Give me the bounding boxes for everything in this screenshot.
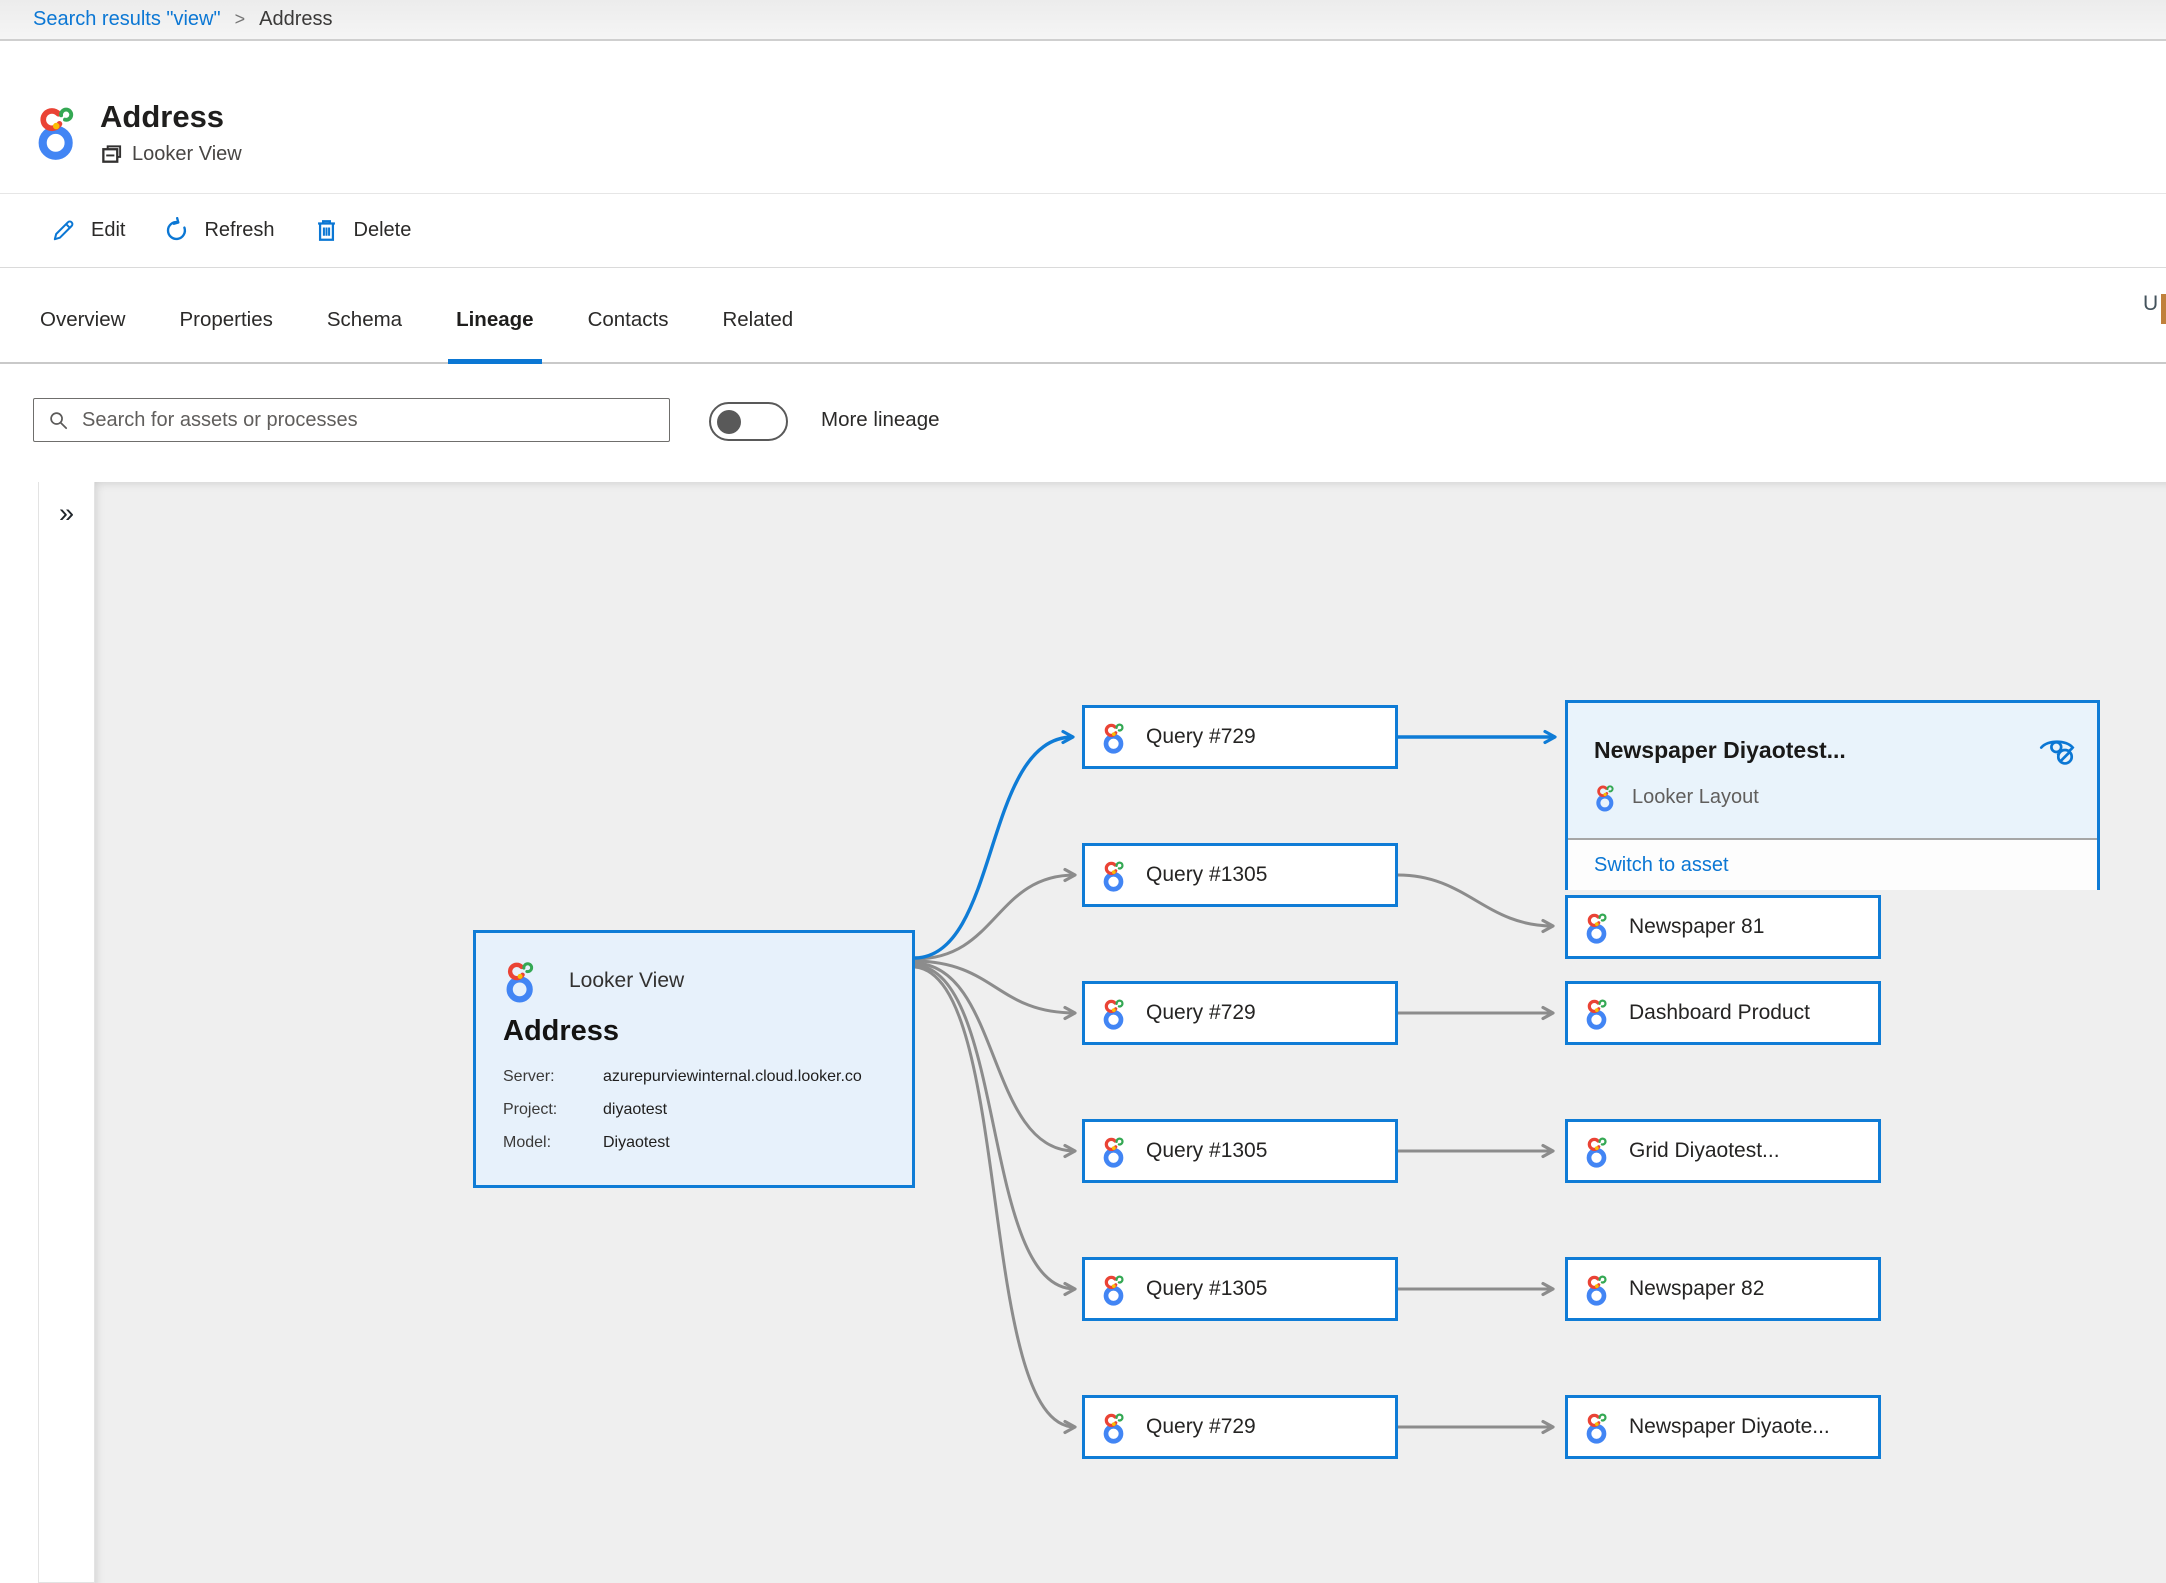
refresh-icon: [163, 217, 190, 244]
node-label: Query #1305: [1146, 863, 1268, 886]
detail-label: Project:: [503, 1101, 558, 1118]
tab-related[interactable]: Related: [722, 308, 794, 331]
detail-value: diyaotest: [603, 1101, 668, 1118]
refresh-button[interactable]: Refresh: [163, 217, 275, 244]
asset-type-label: Looker View: [132, 143, 242, 165]
source-node-type: Looker View: [569, 969, 685, 992]
detail-value: azurepurviewinternal.cloud.looker.co: [603, 1068, 862, 1085]
lineage-node-query-729-1[interactable]: Query #729: [1082, 705, 1398, 769]
looker-icon: [1594, 783, 1620, 812]
command-bar: Edit Refresh Delete: [0, 193, 2166, 268]
node-label: Dashboard Product: [1629, 1001, 1810, 1024]
node-label: Newspaper 81: [1629, 915, 1765, 938]
search-input[interactable]: [82, 408, 669, 432]
lineage-node-query-1305-1[interactable]: Query #1305: [1082, 843, 1398, 907]
looker-icon: [1584, 1411, 1614, 1444]
tab-strip-clipped-text: U: [2143, 292, 2159, 315]
card-header: Newspaper Diyaotest... Looker Layout: [1568, 703, 2097, 838]
lineage-canvas: »: [0, 482, 2166, 1583]
tab-strip: Overview Properties Schema Lineage Conta…: [0, 268, 2166, 364]
more-lineage-toggle[interactable]: [709, 402, 788, 441]
edit-button-label: Edit: [91, 219, 126, 241]
looker-icon: [1101, 859, 1131, 892]
looker-icon: [1101, 997, 1131, 1030]
lineage-node-newspaper-82[interactable]: Newspaper 82: [1565, 1257, 1881, 1321]
looker-icon: [1101, 1273, 1131, 1306]
delete-button[interactable]: Delete: [313, 217, 412, 244]
looker-icon: [1101, 1411, 1131, 1444]
breadcrumb-current: Address: [259, 8, 333, 30]
breadcrumb-search-results-link[interactable]: Search results "view": [33, 8, 221, 30]
looker-icon: [1584, 1273, 1614, 1306]
asset-header: Address Looker View: [0, 43, 2166, 193]
tab-schema[interactable]: Schema: [326, 308, 403, 331]
node-label: Newspaper Diyaote...: [1629, 1415, 1830, 1438]
looker-icon: [1584, 1135, 1614, 1168]
node-label: Query #729: [1146, 725, 1256, 748]
lineage-node-dashboard-product[interactable]: Dashboard Product: [1565, 981, 1881, 1045]
lineage-node-source-address[interactable]: Looker View Address Server: azurepurview…: [473, 930, 915, 1188]
card-title: Newspaper Diyaotest...: [1594, 737, 1846, 763]
lineage-node-query-729-3[interactable]: Query #729: [1082, 1395, 1398, 1459]
lineage-node-grid-diyaotest[interactable]: Grid Diyaotest...: [1565, 1119, 1881, 1183]
tab-strip-clipped-fragment: [2161, 294, 2166, 324]
looker-icon: [1101, 1135, 1131, 1168]
pencil-icon: [50, 217, 77, 244]
eye-off-icon[interactable]: [2037, 729, 2077, 769]
detail-label: Server:: [503, 1068, 555, 1085]
lineage-node-newspaper-diyaote[interactable]: Newspaper Diyaote...: [1565, 1395, 1881, 1459]
looker-icon: [503, 959, 543, 1003]
breadcrumb: Search results "view" > Address: [0, 0, 2166, 41]
node-label: Query #729: [1146, 1001, 1256, 1024]
card-footer: Switch to asset: [1568, 838, 2097, 890]
page-title: Address: [100, 99, 225, 134]
node-label: Grid Diyaotest...: [1629, 1139, 1780, 1162]
node-label: Newspaper 82: [1629, 1277, 1765, 1300]
lineage-graph[interactable]: Looker View Address Server: azurepurview…: [95, 482, 2166, 1583]
lineage-node-query-1305-2[interactable]: Query #1305: [1082, 1119, 1398, 1183]
source-node-title: Address: [503, 1015, 620, 1047]
lineage-node-query-729-2[interactable]: Query #729: [1082, 981, 1398, 1045]
tab-properties[interactable]: Properties: [179, 308, 273, 331]
search-icon: [47, 409, 70, 432]
lineage-node-newspaper-81[interactable]: Newspaper 81: [1565, 895, 1881, 959]
toggle-knob: [717, 409, 741, 434]
trash-icon: [313, 217, 340, 244]
detail-value: Diyaotest: [603, 1134, 670, 1151]
looker-icon: [1101, 721, 1131, 754]
lineage-controls: More lineage: [0, 366, 2166, 482]
looker-view-type-icon: [100, 143, 123, 166]
looker-icon: [1584, 997, 1614, 1030]
delete-button-label: Delete: [353, 219, 412, 241]
refresh-button-label: Refresh: [204, 219, 275, 241]
asset-search-box: [33, 398, 670, 442]
card-type-label: Looker Layout: [1632, 786, 1759, 808]
node-label: Query #729: [1146, 1415, 1256, 1438]
tab-overview[interactable]: Overview: [40, 308, 126, 331]
lineage-node-query-1305-3[interactable]: Query #1305: [1082, 1257, 1398, 1321]
tab-contacts[interactable]: Contacts: [587, 308, 669, 331]
lineage-node-card-newspaper-diyaotest[interactable]: Newspaper Diyaotest... Looker Layout Swi…: [1565, 700, 2100, 890]
looker-logo-icon: [34, 103, 86, 161]
switch-to-asset-link[interactable]: Switch to asset: [1594, 853, 1729, 876]
node-label: Query #1305: [1146, 1139, 1268, 1162]
tab-lineage[interactable]: Lineage: [448, 278, 543, 364]
node-label: Query #1305: [1146, 1277, 1268, 1300]
collapsed-side-panel: »: [38, 482, 95, 1583]
looker-icon: [1584, 911, 1614, 944]
more-lineage-label: More lineage: [821, 408, 940, 431]
expand-panel-button[interactable]: »: [58, 498, 75, 528]
lineage-edges: [914, 729, 1557, 1435]
breadcrumb-chevron-icon: >: [234, 9, 246, 29]
detail-label: Model:: [503, 1134, 552, 1151]
edit-button[interactable]: Edit: [50, 217, 125, 244]
